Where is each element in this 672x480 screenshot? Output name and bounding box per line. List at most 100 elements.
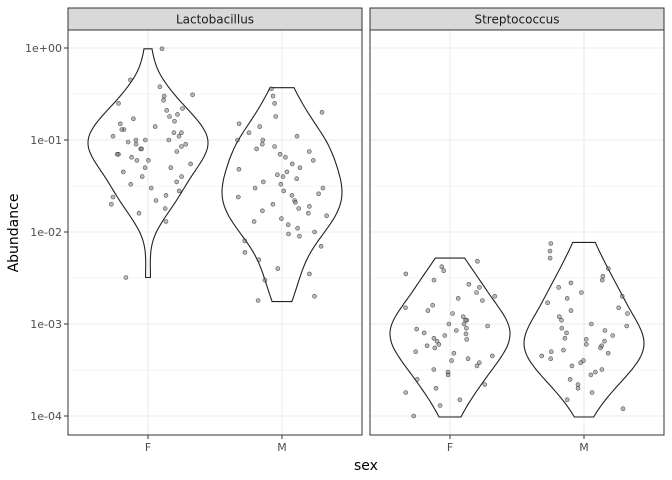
y-tick-label: 1e-02 — [30, 226, 62, 239]
data-point — [284, 169, 290, 175]
data-point — [476, 360, 482, 366]
data-point — [442, 333, 448, 338]
y-tick-label: 1e-04 — [30, 410, 62, 423]
data-point — [445, 372, 451, 378]
data-point — [163, 193, 169, 198]
data-point — [297, 233, 302, 239]
data-point — [437, 403, 443, 408]
data-point — [257, 124, 263, 129]
data-point — [168, 165, 174, 170]
data-point — [179, 174, 184, 179]
data-point — [236, 121, 242, 127]
data-point — [414, 377, 420, 382]
data-point — [242, 238, 248, 244]
data-point — [172, 118, 177, 124]
data-point — [272, 144, 277, 149]
data-point — [246, 130, 252, 135]
data-point — [564, 296, 570, 301]
data-point — [294, 176, 300, 181]
data-point — [139, 146, 144, 152]
data-point — [289, 193, 295, 198]
data-point — [564, 397, 570, 403]
data-point — [236, 194, 241, 200]
x-tick-label: F — [145, 441, 151, 454]
data-point — [175, 112, 180, 117]
data-point — [146, 158, 151, 163]
data-point — [273, 114, 279, 119]
data-point — [425, 308, 431, 313]
data-point — [589, 390, 595, 395]
data-point — [280, 174, 286, 179]
data-point — [306, 149, 312, 154]
data-point — [451, 350, 457, 356]
data-point — [296, 206, 302, 211]
data-point — [312, 229, 317, 235]
data-point — [305, 210, 311, 216]
data-point — [579, 290, 584, 295]
violin-lactobacillus-f — [87, 48, 209, 279]
data-point — [251, 219, 257, 224]
data-point — [616, 305, 622, 311]
data-point — [153, 198, 159, 203]
data-point — [593, 369, 598, 375]
data-point — [548, 241, 554, 246]
data-point — [431, 335, 437, 341]
data-point — [171, 130, 177, 135]
data-point — [578, 360, 584, 366]
data-point — [114, 152, 120, 157]
data-point — [236, 167, 242, 172]
data-point — [110, 194, 116, 200]
data-point — [599, 367, 605, 372]
panel-lactobacillus — [67, 29, 363, 436]
data-point — [162, 206, 168, 211]
data-point — [128, 182, 133, 187]
data-point — [431, 367, 437, 372]
data-point — [180, 106, 185, 111]
data-point — [564, 330, 569, 336]
data-point — [167, 114, 172, 119]
data-point — [188, 161, 193, 167]
data-point — [559, 317, 564, 323]
data-point — [174, 179, 179, 185]
data-point — [270, 93, 276, 99]
data-point — [316, 191, 321, 197]
data-point — [295, 225, 300, 231]
data-point — [441, 268, 447, 274]
data-point — [152, 124, 158, 129]
strip-label: Lactobacillus — [176, 13, 254, 27]
data-point — [568, 280, 574, 286]
data-point — [270, 202, 276, 207]
data-point — [129, 154, 134, 160]
data-point — [109, 202, 114, 207]
data-point — [475, 258, 480, 264]
data-point — [139, 174, 145, 179]
data-point — [432, 345, 438, 351]
data-point — [136, 210, 142, 216]
x-tick-label: F — [447, 441, 453, 454]
data-point — [183, 141, 188, 147]
data-point — [312, 293, 317, 299]
data-point — [561, 347, 566, 353]
data-point — [482, 382, 488, 387]
data-point — [262, 277, 268, 283]
data-point — [569, 363, 575, 369]
data-point — [256, 257, 262, 263]
data-point — [293, 200, 298, 205]
data-point — [539, 353, 545, 359]
data-point — [260, 179, 266, 185]
data-point — [320, 185, 326, 191]
data-point — [431, 277, 437, 283]
data-point — [460, 314, 466, 320]
data-point — [289, 161, 295, 167]
y-tick-label: 1e+00 — [25, 42, 62, 55]
y-axis-title: Abundance — [6, 194, 22, 273]
data-point — [453, 328, 459, 333]
data-point — [260, 208, 265, 214]
data-point — [411, 413, 417, 419]
data-point — [600, 273, 606, 279]
data-point — [179, 130, 184, 135]
x-tick-label: M — [579, 441, 589, 454]
data-point — [567, 377, 573, 382]
data-point — [161, 93, 167, 99]
data-point — [547, 248, 553, 254]
